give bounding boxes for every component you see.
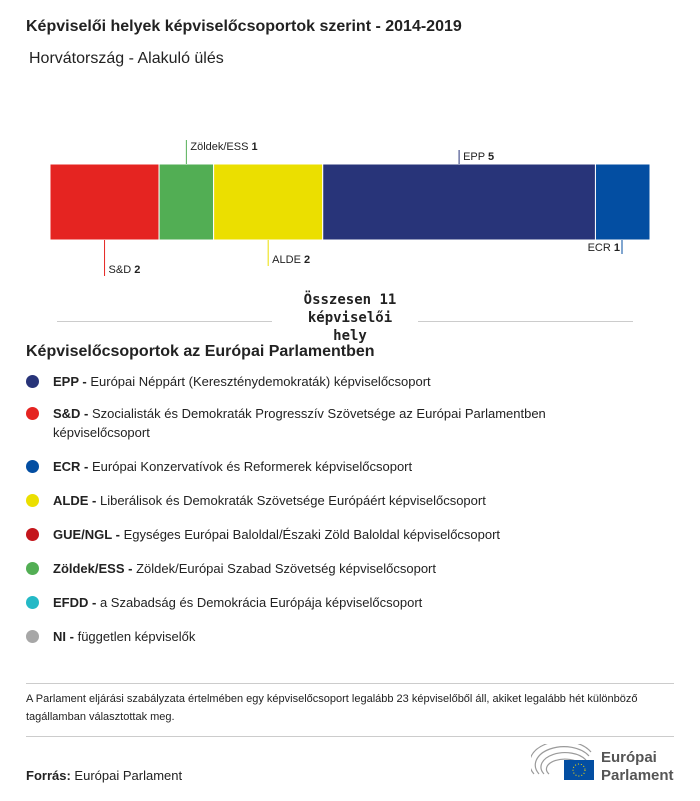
legend-abbr: S&D -	[53, 406, 89, 421]
legend-abbr: EPP -	[53, 374, 87, 389]
data-label-sd: S&D 2	[109, 264, 141, 276]
bar-segment-zldekess	[158, 163, 215, 241]
legend-item: Zöldek/ESS - Zöldek/Európai Szabad Szöve…	[26, 559, 646, 578]
divider-left	[57, 321, 272, 322]
legend-color-dot	[26, 630, 39, 643]
bar-segment-alde	[213, 163, 324, 241]
logo-text-1: Európai	[601, 749, 657, 766]
divider	[26, 683, 674, 684]
bar-segment-epp	[322, 163, 596, 241]
legend-item: ECR - Európai Konzervatívok és Reformere…	[26, 457, 646, 476]
legend-color-dot	[26, 375, 39, 388]
legend-item: EPP - Európai Néppárt (Kereszténydemokra…	[26, 372, 646, 391]
legend-text: Európai Néppárt (Kereszténydemokraták) k…	[90, 374, 431, 389]
legend-text: Szocialisták és Demokraták Progresszív S…	[53, 406, 546, 440]
legend-color-dot	[26, 460, 39, 473]
legend-item: S&D - Szocialisták és Demokraták Progres…	[26, 404, 646, 442]
legend-abbr: EFDD -	[53, 595, 97, 610]
legend-text: a Szabadság és Demokrácia Európája képvi…	[99, 595, 423, 610]
legend-color-dot	[26, 528, 39, 541]
legend-color-dot	[26, 596, 39, 609]
legend-text: Egységes Európai Baloldal/Északi Zöld Ba…	[123, 527, 501, 542]
legend-abbr: ECR -	[53, 459, 89, 474]
legend-item: GUE/NGL - Egységes Európai Baloldal/Észa…	[26, 525, 646, 544]
source-label: Forrás:	[26, 768, 71, 783]
bar-segment-sd	[49, 163, 160, 241]
legend-item: EFDD - a Szabadság és Demokrácia Európáj…	[26, 593, 646, 612]
logo-text-2: Parlament	[601, 767, 674, 784]
legend-text: Európai Konzervatívok és Reformerek képv…	[92, 459, 413, 474]
divider	[26, 736, 674, 737]
legend-abbr: ALDE -	[53, 493, 97, 508]
legend-item: ALDE - Liberálisok és Demokraták Szövets…	[26, 491, 646, 510]
legend-color-dot	[26, 407, 39, 420]
stacked-bar-chart: S&D 2 Zöldek/ESS 1 ALDE 2 EPP 5 ECR 1	[49, 140, 651, 276]
total-seats-label: Összesen 11 képviselői hely	[303, 292, 397, 344]
footnote: A Parlament eljárási szabályzata értelmé…	[26, 693, 638, 723]
source-value: Európai Parlament	[74, 768, 183, 783]
legend-text: független képviselők	[77, 629, 196, 644]
legend-abbr: GUE/NGL -	[53, 527, 120, 542]
legend-text: Zöldek/Európai Szabad Szövetség képvisel…	[136, 561, 436, 576]
divider-right	[418, 321, 633, 322]
legend-abbr: NI -	[53, 629, 74, 644]
legend-text: Liberálisok és Demokraták Szövetsége Eur…	[99, 493, 486, 508]
source: Forrás: Európai Parlament	[26, 768, 182, 783]
legend-title: Képviselőcsoportok az Európai Parlamentb…	[26, 343, 375, 360]
chart-subtitle: Horvátország - Alakuló ülés	[29, 50, 224, 67]
data-label-epp: EPP 5	[463, 151, 494, 163]
legend-color-dot	[26, 494, 39, 507]
legend-abbr: Zöldek/ESS -	[53, 561, 133, 576]
chart-title: Képviselői helyek képviselőcsoportok sze…	[26, 18, 462, 35]
legend-color-dot	[26, 562, 39, 575]
data-label-ecr: ECR 1	[588, 242, 620, 254]
european-parliament-logo: Európai Parlament	[529, 740, 676, 789]
legend-item: NI - független képviselők	[26, 627, 646, 646]
parliament-hemicycle-icon: Európai Parlament	[529, 740, 674, 784]
data-label-alde: ALDE 2	[272, 254, 310, 266]
data-label-zldekess: Zöldek/ESS 1	[190, 141, 257, 153]
bar-segment-ecr	[594, 163, 651, 241]
